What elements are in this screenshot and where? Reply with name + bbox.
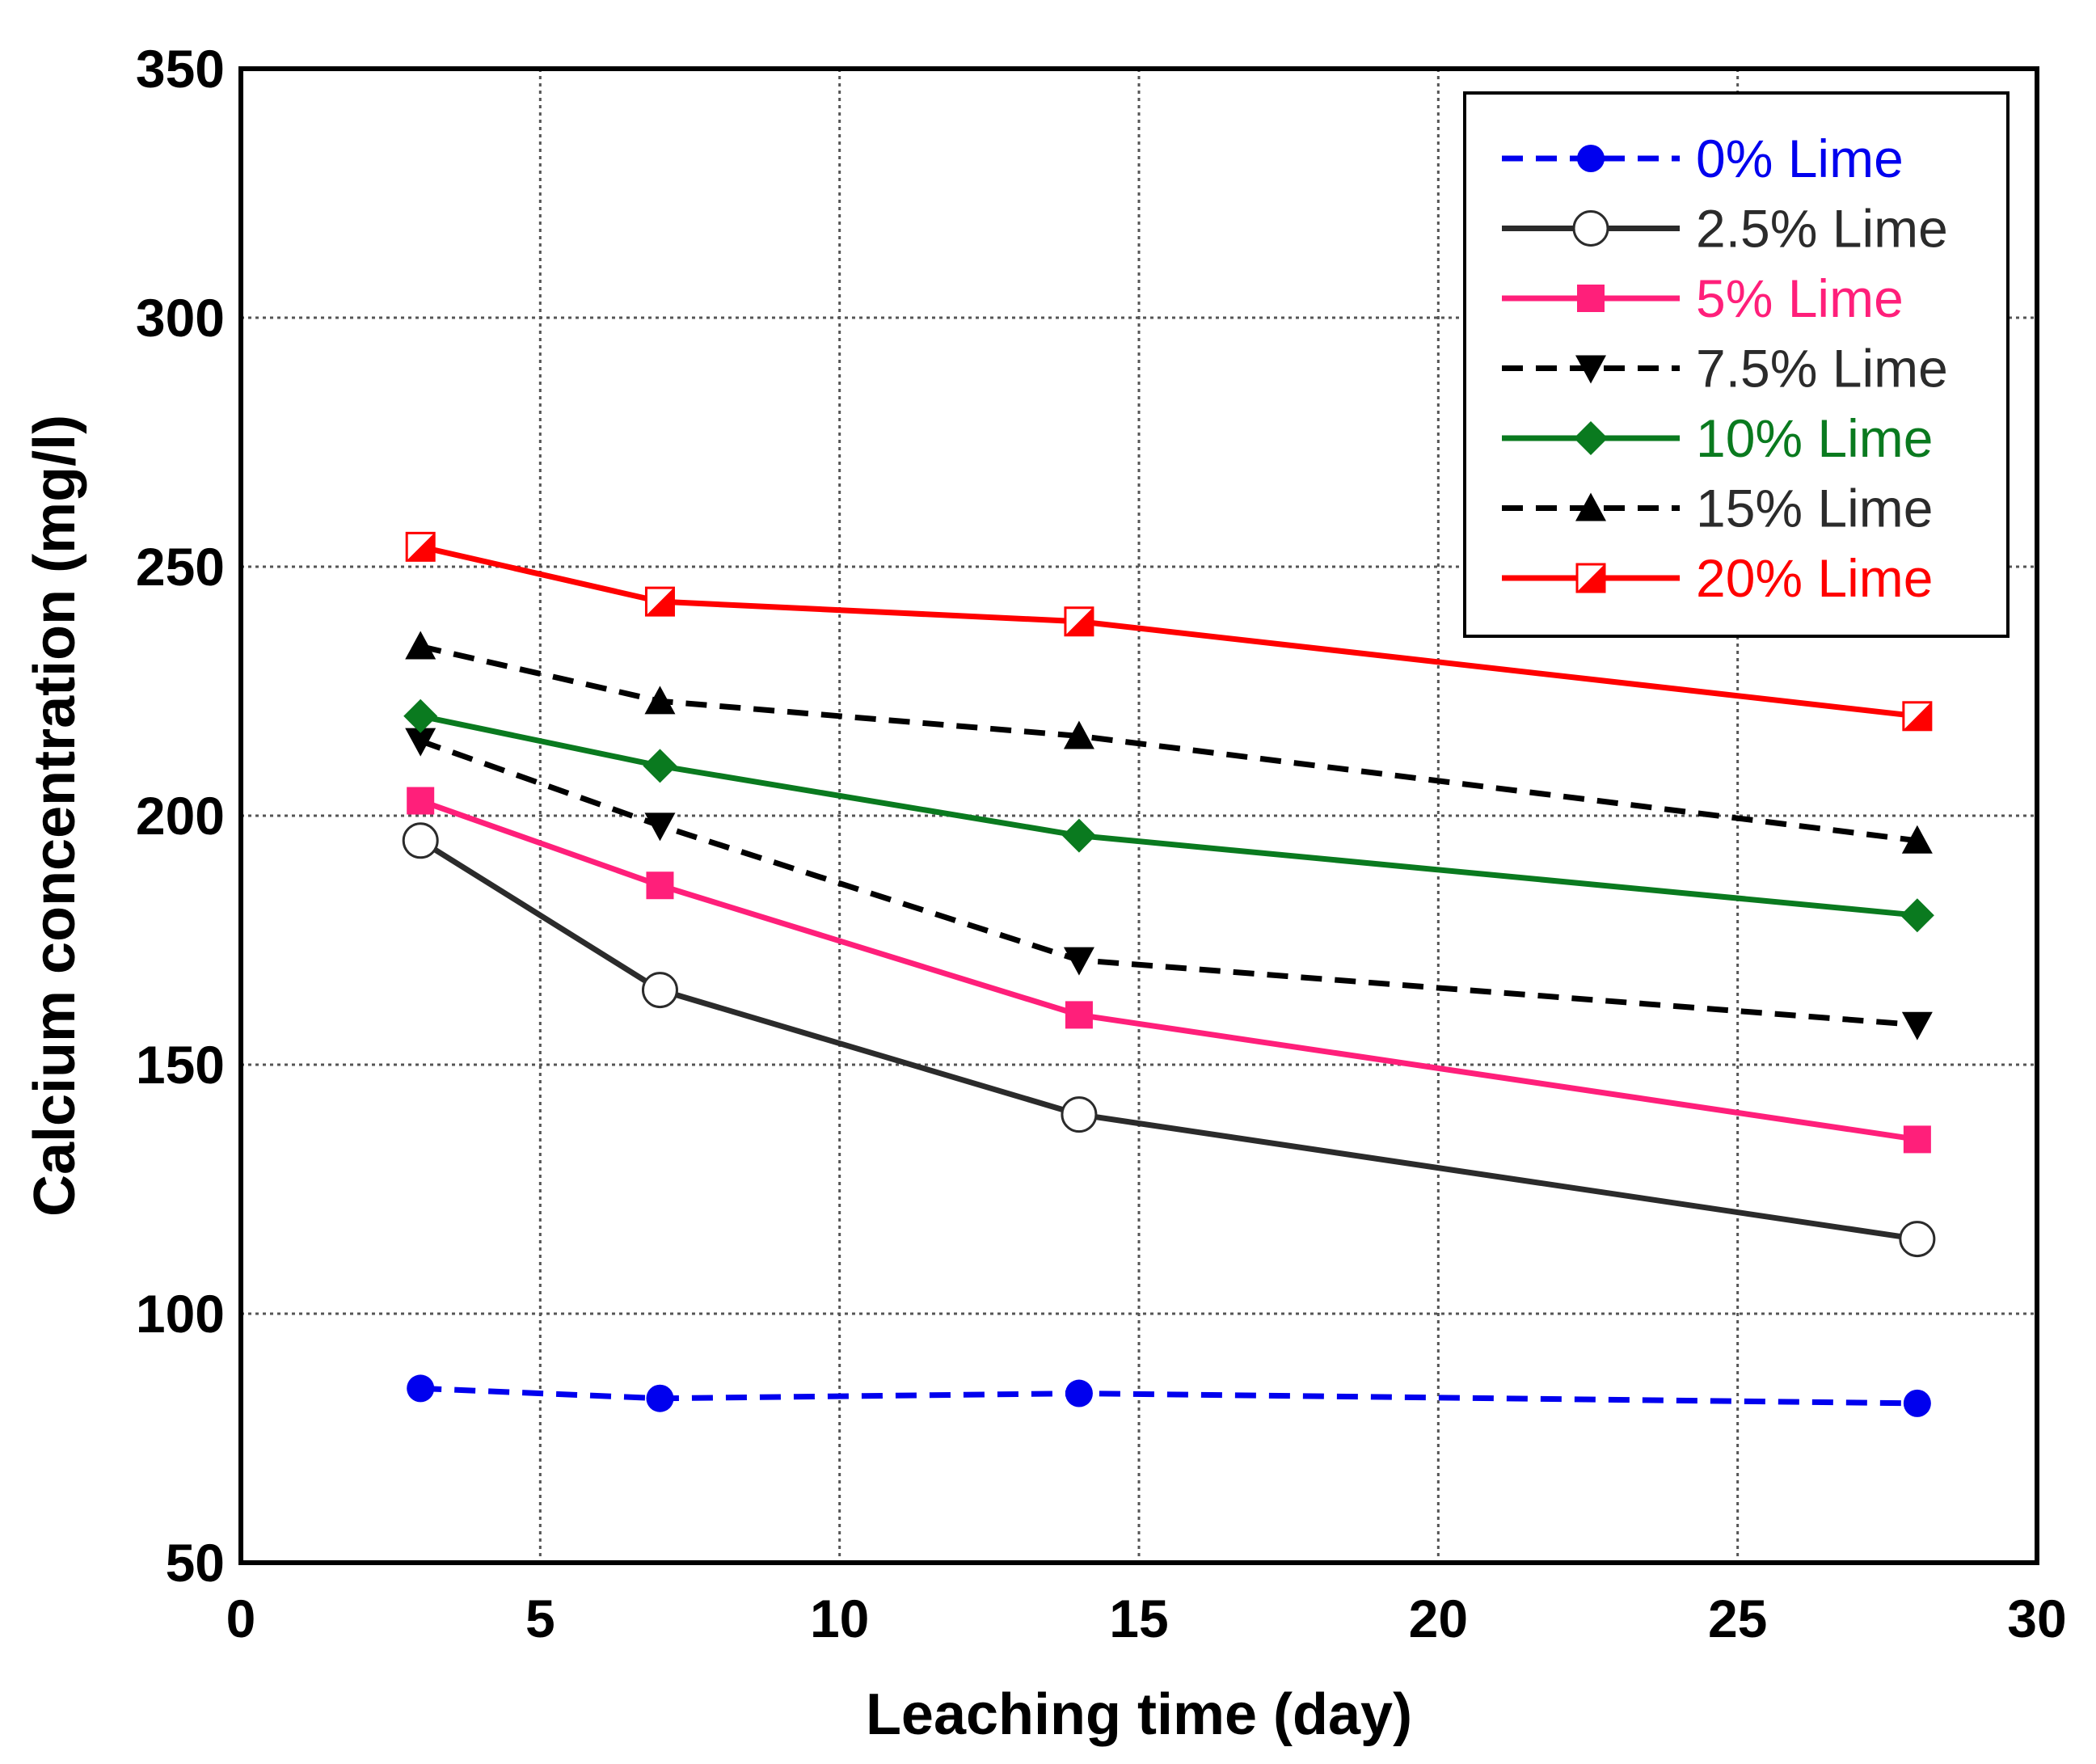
legend: 0% Lime 2.5% Lime 5% Lime 7.5% Lime 10% Lime…	[1463, 91, 2010, 638]
data-point	[644, 812, 676, 842]
series-5-lime	[407, 787, 1931, 1154]
data-point	[1575, 355, 1606, 384]
series-20-lime	[405, 531, 1933, 732]
data-point	[646, 871, 674, 900]
data-point-fill	[1577, 564, 1605, 592]
x-tick-label: 25	[1708, 1589, 1767, 1648]
series-layer	[402, 531, 1936, 1417]
data-point	[1061, 1096, 1098, 1133]
x-tick-label: 30	[2007, 1589, 2066, 1648]
series-2-5-lime	[402, 822, 1936, 1258]
data-point	[1901, 1011, 1933, 1040]
series-line	[420, 1385, 1917, 1407]
data-point	[646, 1384, 674, 1412]
y-tick-label: 250	[136, 537, 225, 597]
legend-item: 15% Lime	[1502, 479, 1934, 538]
data-point	[643, 749, 677, 783]
data-point	[1901, 825, 1933, 854]
plot-frame	[238, 66, 2039, 1565]
data-point	[1577, 285, 1605, 312]
y-tick-label: 50	[166, 1533, 225, 1593]
data-point	[1572, 210, 1609, 247]
legend-label: 10% Lime	[1696, 408, 1934, 468]
x-tick-label: 20	[1409, 1589, 1468, 1648]
x-tick-label: 10	[810, 1589, 869, 1648]
data-point	[403, 698, 438, 733]
series-7-5-lime	[405, 728, 1933, 1040]
y-tick-label: 150	[136, 1035, 225, 1095]
data-point	[644, 686, 676, 715]
series-line	[420, 644, 1918, 844]
legend-label: 0% Lime	[1696, 129, 1904, 188]
y-tick-label: 100	[136, 1284, 225, 1344]
data-point	[1899, 1221, 1936, 1258]
x-axis-title: Leaching time (day)	[866, 1682, 1412, 1747]
legend-item: 20% Lime	[1502, 548, 1934, 608]
y-axis-title: Calcium concentration (mg/l)	[23, 415, 87, 1217]
data-point	[1065, 1379, 1093, 1407]
y-tick-label: 350	[136, 39, 225, 99]
data-point	[1903, 1389, 1931, 1417]
data-point	[402, 822, 439, 859]
legend-item: 5% Lime	[1502, 268, 1904, 328]
legend-label: 20% Lime	[1696, 548, 1934, 608]
data-point	[1575, 492, 1606, 521]
data-point	[405, 631, 436, 660]
legend-label: 5% Lime	[1696, 268, 1904, 328]
x-tick-label: 15	[1109, 1589, 1168, 1648]
data-point	[1574, 421, 1608, 455]
legend-item: 10% Lime	[1502, 408, 1934, 468]
series-line	[419, 838, 1918, 1243]
x-tick-label: 5	[525, 1589, 555, 1648]
data-point-fill	[1903, 702, 1931, 730]
data-point-fill	[1065, 607, 1093, 635]
series-15-lime	[405, 631, 1933, 854]
data-point-fill	[407, 533, 435, 561]
data-point	[1063, 947, 1094, 976]
data-point	[1903, 1125, 1931, 1154]
grid	[241, 69, 2037, 1563]
y-tick-label: 200	[136, 786, 225, 846]
series-10-lime	[403, 698, 1934, 933]
legend-label: 15% Lime	[1696, 479, 1934, 538]
data-point	[1061, 818, 1096, 853]
series-0-lime	[407, 1374, 1931, 1417]
data-point	[1065, 1001, 1093, 1029]
data-point-fill	[646, 588, 674, 616]
legend-label: 2.5% Lime	[1696, 199, 1948, 259]
series-line	[420, 543, 1918, 720]
data-point	[407, 1374, 435, 1403]
series-line	[420, 798, 1918, 1142]
series-line	[420, 713, 1918, 918]
tick-labels: 0 5 10 15 20 25 30 50 100 150 200 250 300 350	[136, 39, 2067, 1648]
legend-box	[1463, 91, 2010, 638]
data-point	[1900, 898, 1934, 933]
data-point	[407, 787, 435, 815]
data-point	[405, 728, 436, 757]
data-point	[1063, 720, 1094, 749]
legend-label: 7.5% Lime	[1696, 339, 1948, 399]
legend-item: 0% Lime	[1502, 129, 1904, 188]
data-point	[641, 972, 678, 1009]
data-point	[1577, 145, 1605, 172]
legend-item: 7.5% Lime	[1502, 339, 1948, 399]
x-tick-label: 0	[226, 1589, 256, 1648]
legend-item: 2.5% Lime	[1502, 199, 1948, 259]
y-tick-label: 300	[136, 288, 225, 348]
